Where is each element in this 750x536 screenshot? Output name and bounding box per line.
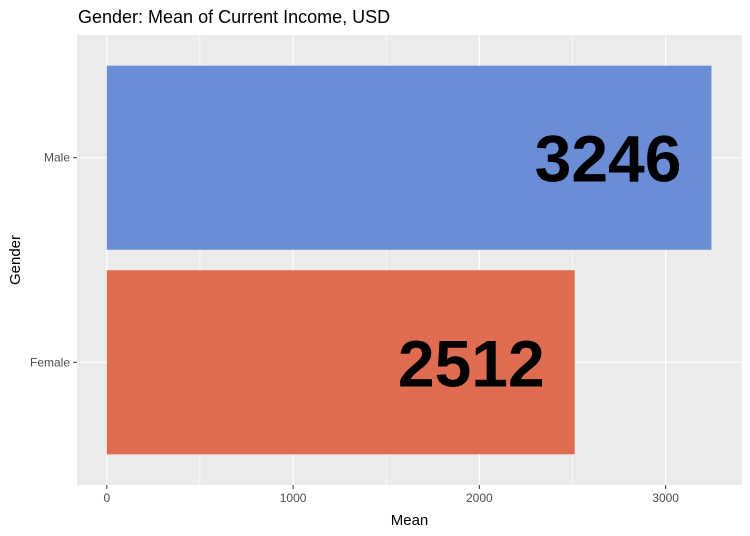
y-tick-label-female: Female xyxy=(30,355,70,369)
x-tick-label: 2000 xyxy=(466,491,493,505)
y-axis: Female Male xyxy=(30,151,77,369)
y-axis-title: Gender xyxy=(7,235,24,285)
chart-title: Gender: Mean of Current Income, USD xyxy=(78,7,390,27)
data-label-male: 3246 xyxy=(535,122,682,196)
x-tick-label: 3000 xyxy=(652,491,679,505)
bar-data-labels: 2512 3246 xyxy=(398,122,682,401)
x-tick-label: 0 xyxy=(103,491,110,505)
bar-female xyxy=(106,270,575,455)
bars xyxy=(106,65,712,455)
data-label-female: 2512 xyxy=(398,326,545,400)
x-axis-title: Mean xyxy=(391,512,429,529)
x-axis: 0 1000 2000 3000 xyxy=(103,485,679,505)
bar-male xyxy=(106,65,712,250)
x-tick-label: 1000 xyxy=(280,491,307,505)
y-tick-label-male: Male xyxy=(44,151,70,165)
